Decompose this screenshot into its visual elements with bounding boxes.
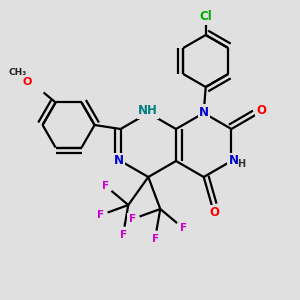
Text: O: O bbox=[210, 206, 220, 220]
Text: CH₃: CH₃ bbox=[8, 68, 27, 77]
Text: NH: NH bbox=[138, 104, 158, 118]
Text: O: O bbox=[256, 103, 266, 116]
Text: N: N bbox=[114, 154, 124, 167]
Text: F: F bbox=[128, 214, 136, 224]
Text: O: O bbox=[23, 77, 32, 88]
Text: N: N bbox=[199, 106, 209, 118]
Text: F: F bbox=[152, 233, 159, 244]
Text: F: F bbox=[180, 223, 187, 233]
Text: N: N bbox=[228, 154, 239, 167]
Text: F: F bbox=[119, 230, 127, 239]
Text: Cl: Cl bbox=[199, 10, 212, 22]
Text: F: F bbox=[97, 210, 104, 220]
Text: F: F bbox=[102, 181, 109, 191]
Text: H: H bbox=[237, 159, 245, 169]
